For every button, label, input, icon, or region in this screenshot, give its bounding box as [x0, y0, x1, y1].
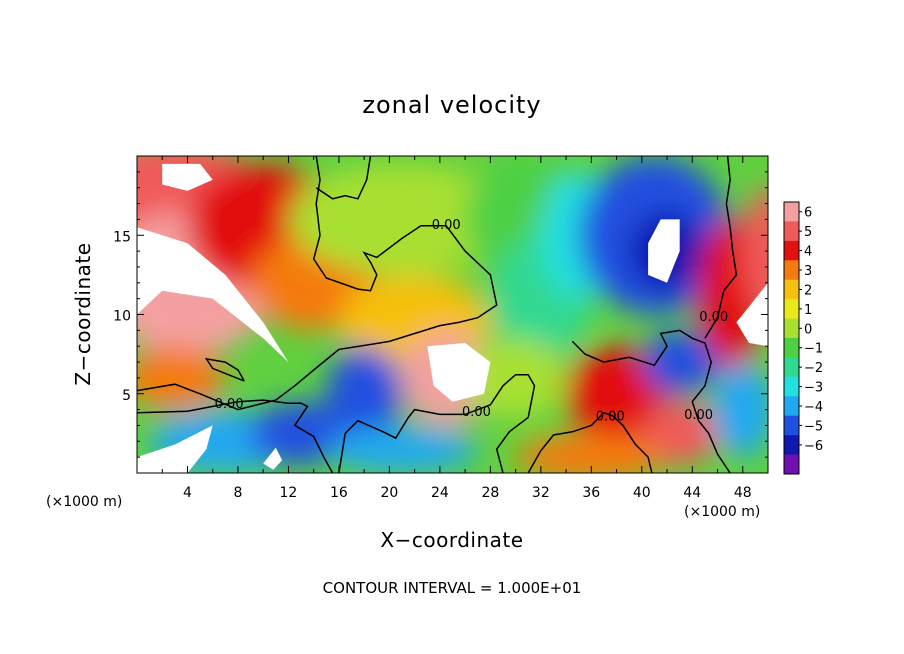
out-of-range-region-4 — [137, 425, 213, 473]
field-region-12 — [742, 187, 768, 315]
field-region-23 — [641, 330, 718, 394]
out-of-range-region-2 — [427, 343, 491, 402]
y-tick-label-1: 10 — [113, 309, 131, 325]
zero-contour-lines — [137, 156, 738, 473]
field-region-24 — [137, 346, 226, 410]
out-of-range-region-1 — [162, 163, 213, 191]
colorbar-swatch-7 — [784, 338, 799, 358]
zero-contour-0 — [137, 156, 498, 411]
x-axis-ticks: 4 8 12 16 20 24 28 32 36 40 44 48 — [161, 156, 752, 501]
out-of-range-region-0 — [137, 227, 289, 363]
zero-contour-4 — [527, 411, 653, 473]
colorbar-swatch-6 — [784, 318, 799, 339]
colorbar-label-6: 0 — [804, 322, 812, 337]
zero-contour-5 — [571, 329, 731, 473]
colorbar-label-8: −2 — [804, 361, 823, 376]
y-tick-label-2: 15 — [113, 229, 131, 245]
field-region-13 — [326, 346, 403, 442]
colorbar-swatch-11 — [784, 415, 799, 436]
zero-contour-6 — [704, 156, 738, 339]
colorbar-swatch-5 — [784, 299, 799, 320]
colorbar-label-5: 1 — [804, 303, 812, 318]
colorbar-swatch-8 — [784, 357, 799, 378]
contour-label-5: 0.00 — [699, 310, 728, 325]
x-tick-label-8: 36 — [582, 485, 600, 501]
colorbar-swatch-9 — [784, 376, 799, 397]
colorbar-swatch-0 — [784, 202, 799, 222]
field-region-18 — [465, 338, 567, 418]
y-axis-label: Z−coordinate — [71, 242, 95, 385]
x-tick-label-5: 24 — [431, 485, 449, 501]
contour-interval-note: CONTOUR INTERVAL = 1.000E+01 — [323, 579, 582, 597]
chart-title: zonal velocity — [362, 91, 541, 119]
x-tick-label-11: 48 — [734, 485, 752, 501]
colorbar-label-4: 2 — [804, 283, 812, 298]
colorbar-frame — [783, 201, 800, 475]
colorbar-swatch-2 — [784, 240, 799, 261]
colorbar-swatch-3 — [784, 260, 799, 281]
colorbar-label-12: −6 — [804, 439, 823, 454]
colorbar-swatch-10 — [784, 396, 799, 417]
field-region-19 — [566, 346, 668, 442]
contour-label-4: 0.00 — [684, 408, 713, 423]
contour-label-1: 0.00 — [215, 397, 244, 412]
colorbar-label-7: −1 — [804, 342, 823, 357]
zero-contour-2 — [338, 373, 536, 473]
colorbar-label-2: 4 — [804, 245, 812, 260]
contour-label-3: 0.00 — [596, 410, 625, 425]
field-layer — [137, 156, 768, 473]
colorbar-swatch-13 — [784, 454, 799, 475]
zero-contour-3 — [204, 357, 245, 382]
x-tick-label-6: 28 — [481, 485, 499, 501]
x-unit-label-left: (×1000 m) — [46, 494, 122, 510]
colorbar-label-11: −5 — [804, 419, 823, 434]
contour-labels: 0.00 0.00 0.00 0.00 0.00 0.00 — [215, 218, 729, 425]
x-tick-label-10: 44 — [683, 485, 701, 501]
field-region-5 — [288, 163, 516, 275]
colorbar-label-0: 6 — [804, 206, 812, 221]
out-of-range-region-6 — [736, 282, 768, 347]
zero-contour-1 — [137, 399, 334, 473]
plot-area: 0.00 0.00 0.00 0.00 0.00 0.00 — [136, 155, 769, 474]
x-axis-label: X−coordinate — [380, 528, 523, 552]
contour-label-0: 0.00 — [432, 218, 461, 233]
colorbar-swatch-1 — [784, 221, 799, 242]
x-unit-label-right: (×1000 m) — [684, 504, 760, 520]
colorbar-label-1: 5 — [804, 225, 812, 240]
colorbar-swatch-12 — [784, 435, 799, 456]
y-axis-ticks: 5 10 15 — [113, 171, 768, 458]
x-tick-label-7: 32 — [532, 485, 550, 501]
out-of-range-region-5 — [263, 447, 283, 470]
x-tick-label-9: 40 — [633, 485, 651, 501]
colorbar-swatch-4 — [784, 279, 799, 300]
colorbar-label-3: 3 — [804, 264, 812, 279]
colorbar-label-9: −3 — [804, 381, 823, 396]
y-tick-label-0: 5 — [122, 388, 131, 404]
contour-label-2: 0.00 — [462, 405, 491, 420]
colorbar-label-10: −4 — [804, 400, 823, 415]
zero-contour-7 — [315, 156, 372, 200]
field-region-17 — [326, 425, 478, 473]
colorbar: 6 5 4 3 2 1 0 −1 −2 −3 −4 −5 −6 — [783, 201, 823, 475]
out-of-range-region-3 — [648, 219, 680, 283]
x-tick-label-2: 12 — [280, 485, 298, 501]
field-region-22 — [711, 362, 768, 458]
x-tick-label-4: 20 — [380, 485, 398, 501]
x-tick-label-1: 8 — [233, 485, 242, 501]
x-tick-label-3: 16 — [330, 485, 348, 501]
field-region-21 — [515, 433, 668, 473]
x-tick-label-0: 4 — [183, 485, 192, 501]
